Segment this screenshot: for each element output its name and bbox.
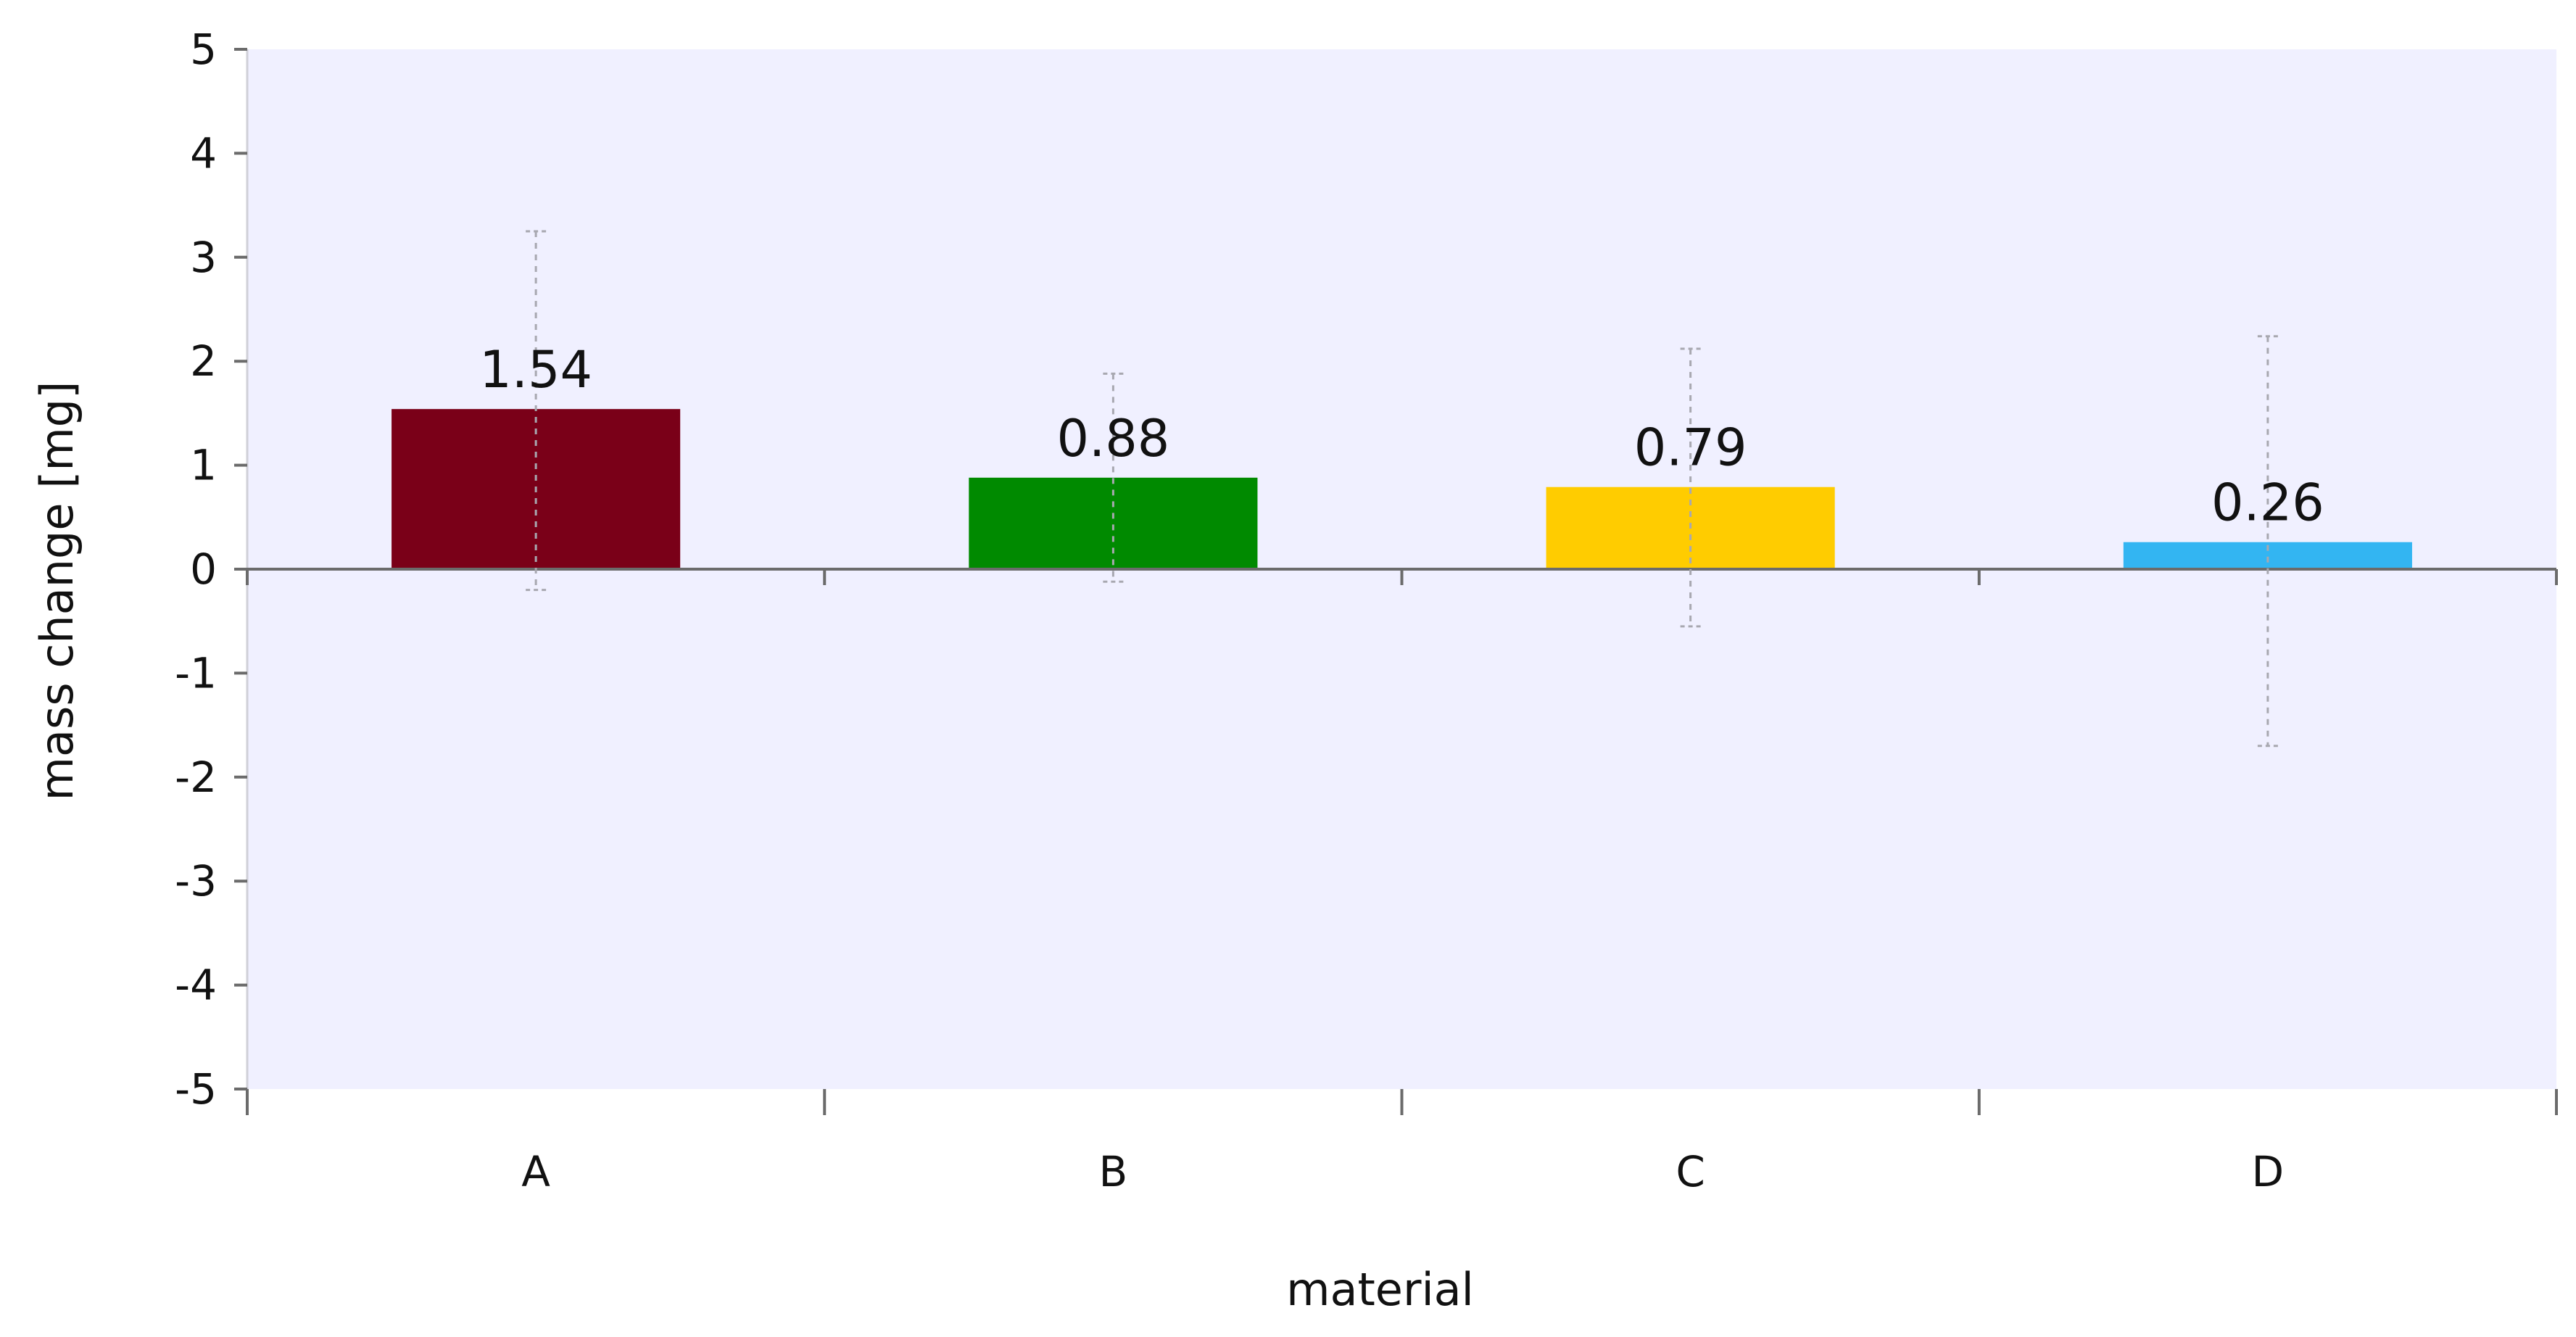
y-tick-label: 4 [190,128,217,178]
data-label-d: 0.26 [2211,473,2324,533]
x-tick-label: D [2252,1147,2285,1196]
y-tick-label: -1 [175,648,217,698]
y-tick-label: -4 [175,961,217,1010]
y-tick-label: -2 [175,753,217,802]
x-tick-label: C [1676,1147,1705,1196]
x-axis-title: material [1286,1263,1474,1316]
y-tick-label: 1 [190,441,217,490]
axes-layer: 5 4 3 2 1 0 -1 -2 -3 -4 -5 A B C D [175,25,2558,1196]
data-label-b: 0.88 [1056,409,1169,468]
x-tick-label: B [1098,1147,1127,1196]
y-axis-title: mass change [mg] [30,381,83,801]
y-tick-label: -3 [175,856,217,906]
y-tick-label: 2 [190,336,217,386]
x-tick-label: A [521,1147,550,1196]
error-bars-layer [526,230,2278,748]
labels-layer: 1.54 0.88 0.79 0.26 [479,340,2324,533]
y-tick-label: 0 [190,545,217,594]
y-tick-label: -5 [175,1064,217,1114]
data-label-c: 0.79 [1634,418,1747,478]
y-tick-label: 3 [190,233,217,282]
data-label-a: 1.54 [479,340,592,400]
y-tick-label: 5 [190,25,217,74]
